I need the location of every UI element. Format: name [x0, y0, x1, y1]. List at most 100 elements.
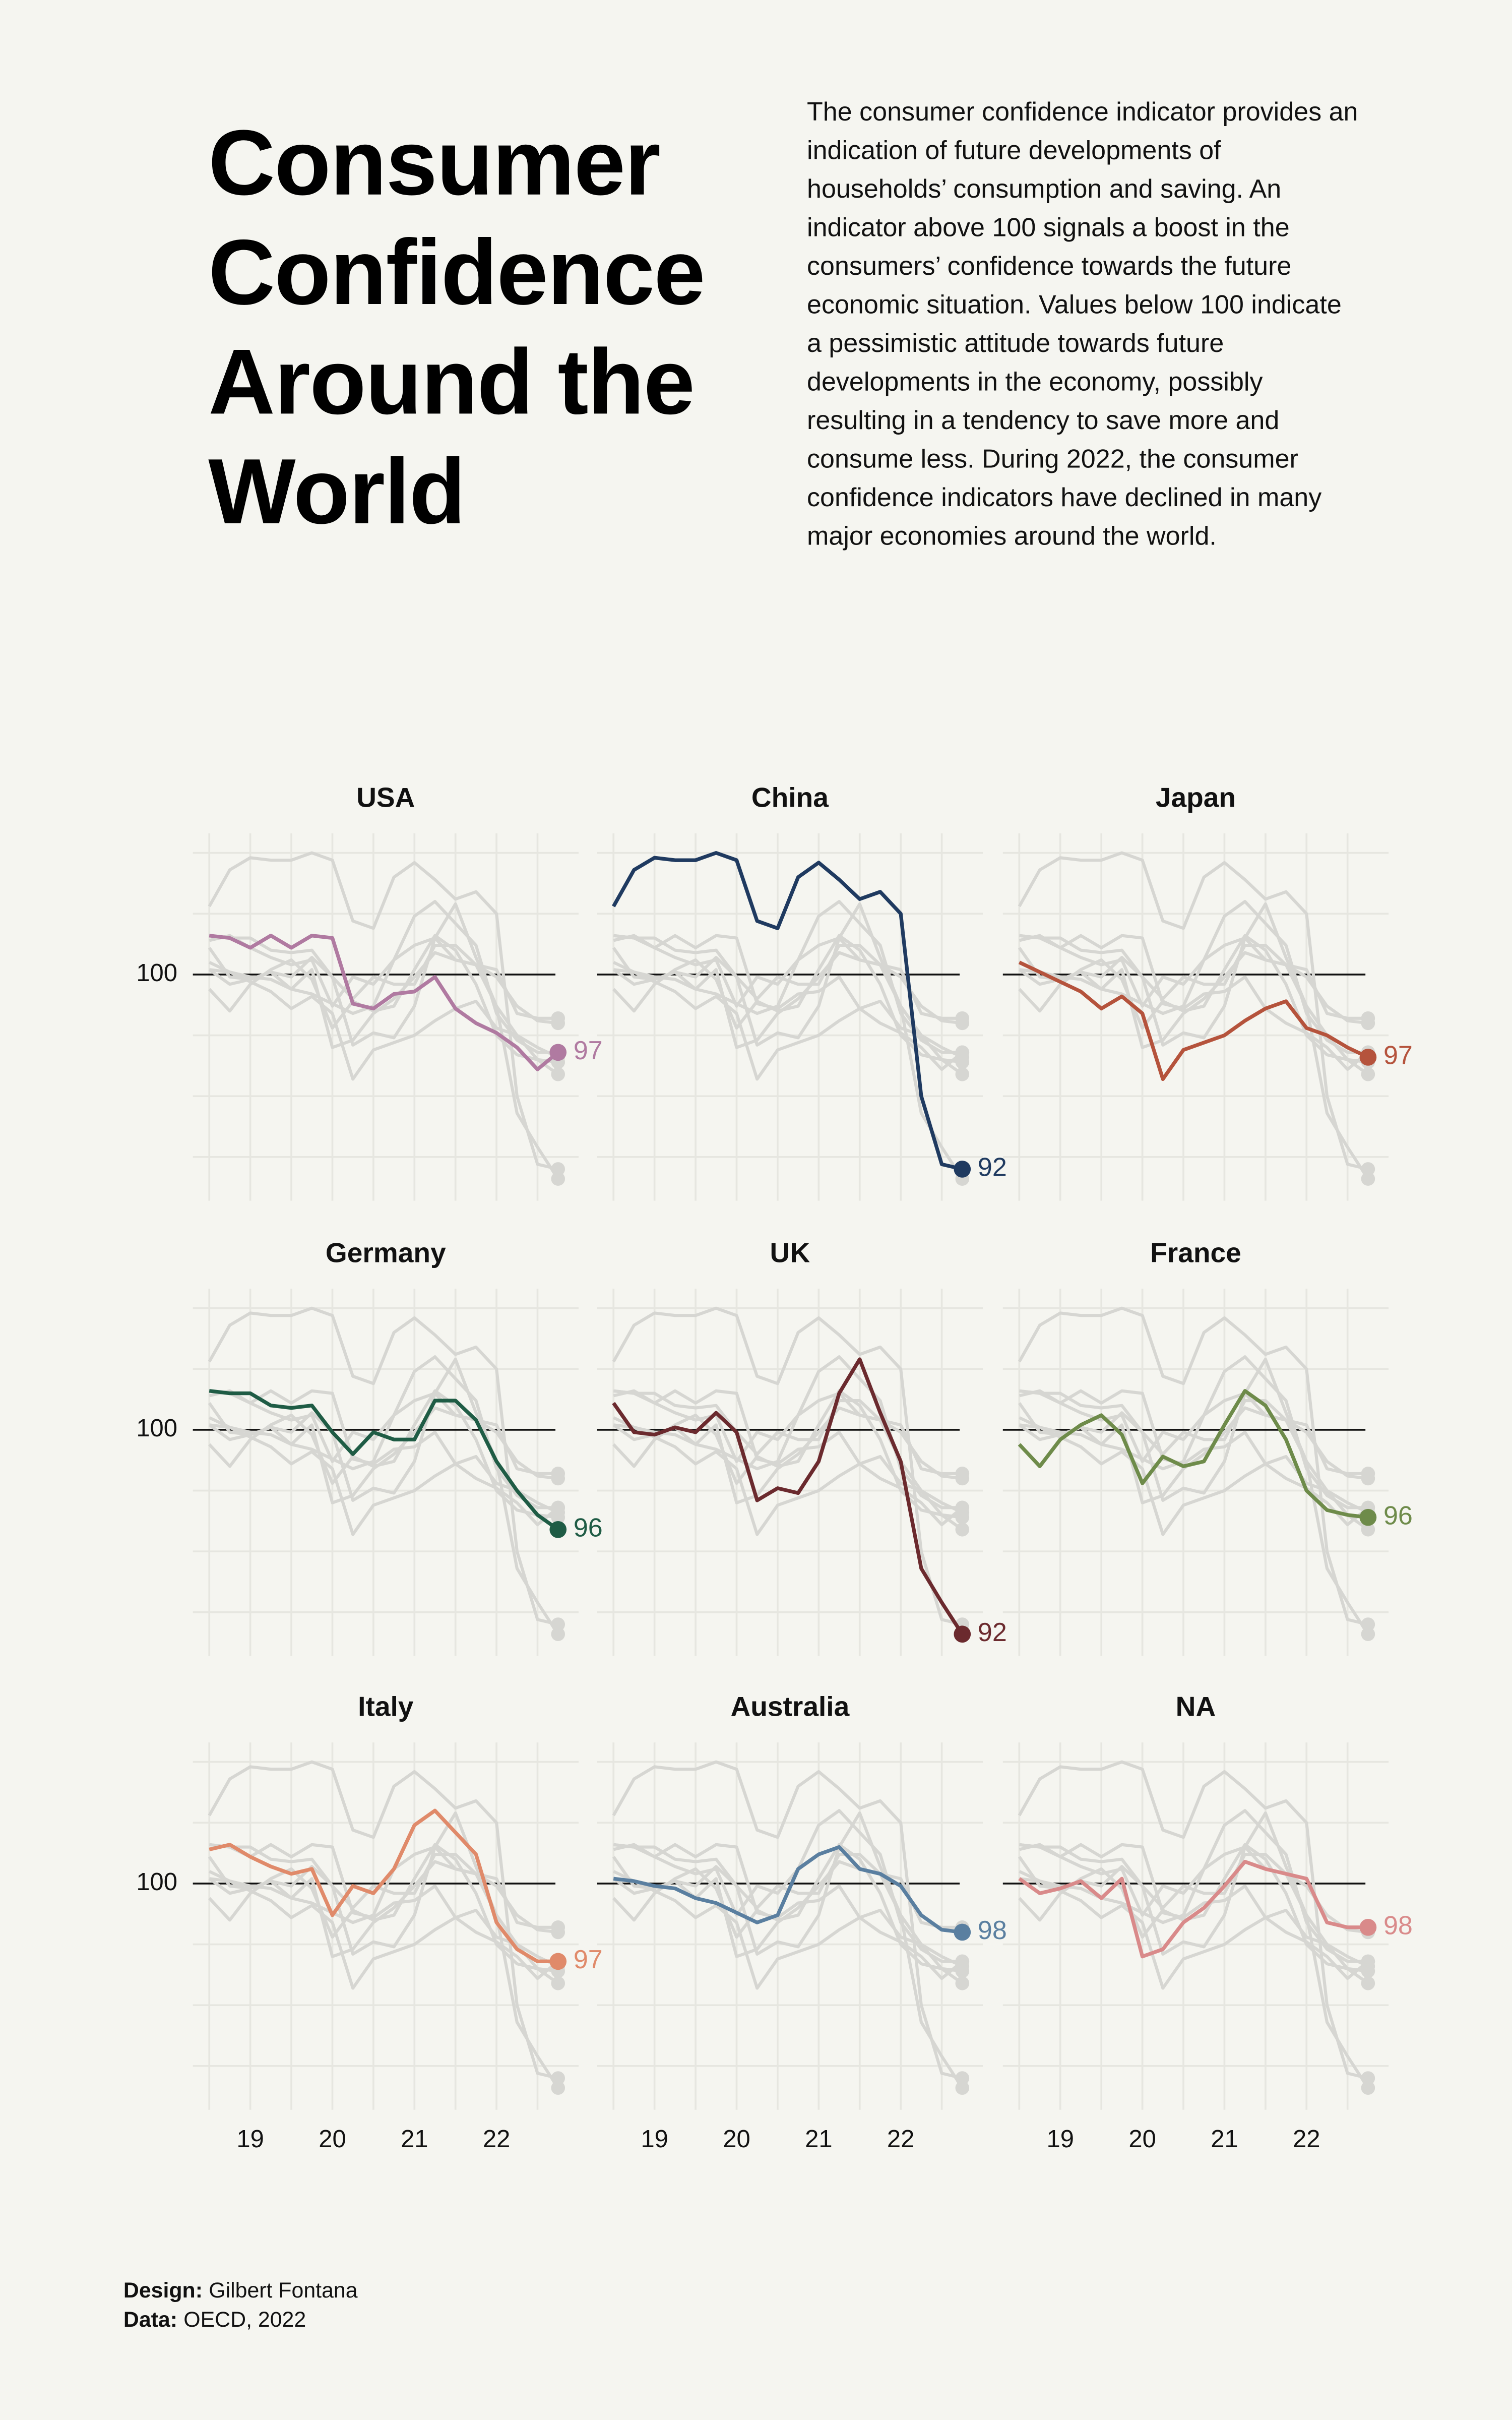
credit: Data: OECD, 2022 — [123, 2308, 306, 2332]
credit-text: OECD, 2022 — [183, 2308, 306, 2332]
background-line — [1019, 1845, 1368, 1934]
background-line — [613, 900, 963, 1054]
background-line — [612, 1760, 963, 2080]
subtitle: The consumer confidence indicator provid… — [807, 97, 1358, 551]
background-end-dot — [955, 1055, 970, 1069]
background-end-dot — [1361, 1011, 1375, 1025]
background-line — [209, 1843, 559, 1980]
value-label: 98 — [978, 1916, 1007, 1945]
credit: Design: Gilbert Fontana — [123, 2278, 358, 2303]
x-tick-label: 20 — [1128, 2126, 1156, 2153]
panel: Italy 100 19 20 21 22 97 — [136, 1690, 602, 2153]
background-end-dot — [1361, 1954, 1375, 1969]
background-end-dot — [551, 1500, 565, 1515]
background-end-dot — [551, 1172, 565, 1186]
end-dot — [549, 1044, 567, 1061]
background-end-dot — [551, 1467, 565, 1481]
credit-label: Data: — [123, 2308, 177, 2332]
background-end-dot — [955, 1954, 970, 1969]
background-end-dot — [955, 1011, 970, 1025]
panel-title: France — [1150, 1237, 1241, 1268]
x-tick-label: 19 — [236, 2126, 264, 2153]
background-line — [613, 934, 964, 1071]
x-tick-label: 22 — [483, 2126, 510, 2153]
x-tick-label: 19 — [1047, 2126, 1074, 2153]
x-tick-label: 21 — [805, 2126, 832, 2153]
line — [613, 1845, 963, 1934]
panel: Germany 100 96 — [136, 1237, 603, 1656]
panel: China 92 — [597, 781, 1007, 1201]
background-end-dot — [1361, 1172, 1375, 1186]
background-line — [612, 1860, 963, 1958]
background-line — [1019, 934, 1369, 1071]
background-line — [209, 1355, 558, 1509]
x-tick-label: 21 — [1211, 2126, 1238, 2153]
background-end-dot — [955, 1510, 970, 1525]
background-end-dot — [551, 1011, 565, 1025]
line — [612, 851, 963, 1171]
end-dot — [549, 1521, 567, 1538]
background-line — [209, 1845, 558, 1934]
panel-title: Germany — [326, 1237, 446, 1268]
panel: UK 92 — [597, 1237, 1007, 1656]
background-line — [1019, 1809, 1368, 1963]
end-dot — [954, 1161, 971, 1178]
panel-title: UK — [770, 1237, 810, 1268]
end-dot — [1359, 1049, 1377, 1066]
value-label: 96 — [1383, 1501, 1413, 1530]
end-dot — [1359, 1508, 1377, 1526]
background-end-dot — [1361, 1467, 1375, 1481]
background-line — [209, 1389, 559, 1527]
background-end-dot — [1361, 1976, 1375, 1990]
credit-label: Design: — [123, 2278, 203, 2303]
background-line — [1019, 936, 1368, 1025]
end-dot — [549, 1953, 567, 1970]
value-label: 96 — [574, 1514, 603, 1543]
background-line — [208, 1760, 558, 2080]
background-line — [612, 951, 963, 1049]
line — [1018, 1859, 1368, 1959]
chart-title: Consumer Confidence Around the World — [208, 111, 705, 543]
value-label: 98 — [1383, 1911, 1413, 1941]
x-tick-label: 22 — [887, 2126, 914, 2153]
panel: USA 100 97 — [136, 781, 603, 1201]
background-end-dot — [1361, 2081, 1375, 2095]
background-end-dot — [1361, 1523, 1375, 1537]
background-line — [1019, 1389, 1369, 1527]
background-end-dot — [955, 1964, 970, 1978]
panel-title: USA — [356, 781, 415, 813]
background-end-dot — [955, 1523, 970, 1537]
subtitle-box: The consumer confidence indicator provid… — [807, 97, 1358, 551]
background-line — [1018, 1760, 1369, 2080]
panel: France 96 — [1002, 1237, 1413, 1656]
panel: Japan 97 — [1002, 781, 1413, 1201]
x-tick-label: 22 — [1293, 2126, 1320, 2153]
value-label: 97 — [1383, 1041, 1413, 1070]
x-tick-label: 21 — [401, 2126, 428, 2153]
line — [209, 1808, 558, 1964]
background-line — [209, 900, 558, 1054]
end-dot — [954, 1923, 971, 1941]
background-end-dot — [955, 1976, 970, 1990]
background-line — [1018, 1306, 1369, 1626]
value-label: 92 — [978, 1618, 1007, 1647]
background-line — [613, 1392, 963, 1480]
background-line — [208, 1860, 558, 1958]
background-line — [208, 1306, 558, 1626]
background-line — [1019, 1355, 1368, 1509]
line — [209, 934, 559, 1071]
background-line — [613, 1809, 963, 1963]
line — [612, 1357, 964, 1636]
value-label: 97 — [574, 1036, 603, 1065]
background-line — [613, 1843, 964, 1980]
y-tick-label: 100 — [136, 1868, 177, 1896]
end-dot — [954, 1625, 971, 1643]
title-box: Consumer Confidence Around the World — [208, 111, 705, 543]
background-line — [1018, 851, 1369, 1171]
background-line — [1018, 951, 1368, 1049]
background-line — [208, 951, 558, 1049]
end-dot — [1359, 1918, 1377, 1936]
line — [209, 1389, 559, 1531]
